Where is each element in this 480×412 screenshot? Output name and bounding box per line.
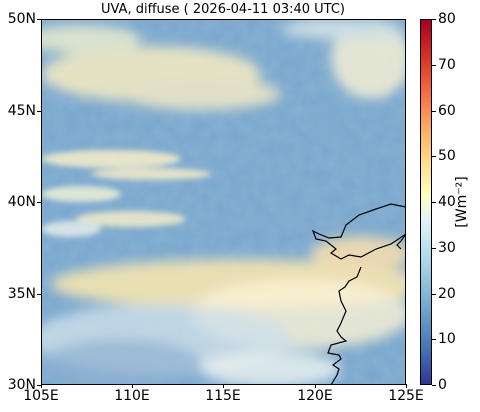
lon-tick-125e: 125E: [381, 384, 431, 403]
lat-tick-30n: 30N: [0, 378, 41, 392]
colorbar-unit-label: [Wm⁻²]: [454, 176, 470, 228]
colorbar-tick-60: 60: [432, 103, 456, 119]
colorbar-tick-40: 40: [432, 194, 456, 210]
colorbar-tick-10: 10: [432, 331, 456, 347]
coastline-south: [327, 266, 362, 385]
uva-field-map: [41, 19, 406, 385]
colorbar-tick-70: 70: [432, 57, 456, 73]
map-panel: [41, 19, 406, 385]
lat-tick-45n: 45N: [0, 104, 41, 118]
lon-tick-115e: 115E: [198, 384, 248, 403]
lat-tick-40n: 40N: [0, 195, 41, 209]
lon-tick-110e: 110E: [107, 384, 157, 403]
lon-tick-105e: 105E: [16, 384, 66, 403]
colorbar-tick-0: 0: [432, 377, 447, 393]
coastline-east: [396, 233, 406, 250]
colorbar-tick-30: 30: [432, 240, 456, 256]
cloud-band-middle: [41, 150, 211, 237]
colorbar-tick-20: 20: [432, 286, 456, 302]
lat-tick-35n: 35N: [0, 287, 41, 301]
map-title: UVA, diffuse ( 2026-04-11 03:40 UTC): [100, 2, 346, 17]
lat-tick-50n: 50N: [0, 12, 41, 26]
coastline: [311, 203, 406, 260]
lon-tick-120e: 120E: [290, 384, 340, 403]
cloud-band-south: [41, 236, 406, 385]
colorbar-tick-50: 50: [432, 148, 456, 164]
cloud-band-north: [41, 19, 406, 110]
colorbar-tick-80: 80: [432, 11, 456, 27]
colorbar: [420, 19, 432, 385]
